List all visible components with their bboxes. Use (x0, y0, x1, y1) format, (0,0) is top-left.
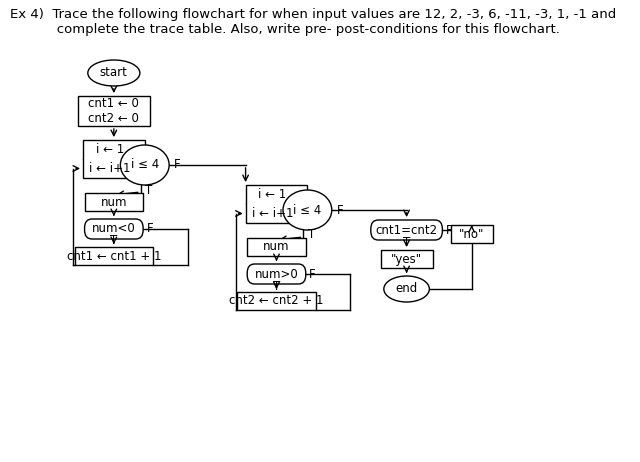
Text: cnt1 ← cnt1 + 1: cnt1 ← cnt1 + 1 (67, 249, 161, 262)
Text: "yes": "yes" (391, 253, 422, 266)
Text: F: F (445, 224, 452, 237)
Text: F: F (337, 203, 343, 217)
FancyBboxPatch shape (84, 193, 143, 211)
Text: i ≤ 4: i ≤ 4 (131, 158, 159, 171)
Text: num>0: num>0 (255, 267, 298, 280)
FancyBboxPatch shape (451, 225, 493, 243)
FancyBboxPatch shape (75, 247, 153, 265)
Text: start: start (100, 67, 128, 79)
FancyBboxPatch shape (83, 140, 145, 178)
Ellipse shape (120, 145, 169, 185)
Text: i ← 1: i ← 1 (95, 143, 124, 156)
Ellipse shape (283, 190, 332, 230)
Text: T: T (403, 236, 410, 249)
Text: F: F (309, 267, 316, 280)
Text: i ← i+1: i ← i+1 (252, 207, 293, 220)
FancyBboxPatch shape (381, 250, 433, 268)
Text: num<0: num<0 (92, 223, 136, 236)
Text: T: T (145, 183, 152, 196)
Text: F: F (174, 158, 180, 171)
FancyBboxPatch shape (246, 185, 307, 223)
Text: num: num (263, 241, 290, 254)
Text: "no": "no" (459, 227, 484, 241)
Text: i ≤ 4: i ≤ 4 (293, 203, 321, 217)
FancyBboxPatch shape (84, 219, 143, 239)
Text: T: T (273, 280, 280, 292)
Text: T: T (308, 229, 315, 242)
FancyBboxPatch shape (237, 292, 316, 310)
Text: T: T (110, 235, 118, 248)
FancyBboxPatch shape (78, 96, 150, 126)
Text: complete the trace table. Also, write pre- post-conditions for this flowchart.: complete the trace table. Also, write pr… (10, 23, 559, 36)
Ellipse shape (384, 276, 429, 302)
Text: i ← i+1: i ← i+1 (89, 162, 131, 175)
FancyBboxPatch shape (247, 264, 306, 284)
Text: cnt1=cnt2: cnt1=cnt2 (376, 224, 438, 237)
Text: num: num (100, 195, 127, 208)
Text: cnt1 ← 0
cnt2 ← 0: cnt1 ← 0 cnt2 ← 0 (88, 97, 140, 125)
FancyBboxPatch shape (247, 238, 306, 256)
Text: end: end (396, 282, 418, 296)
Text: F: F (147, 223, 153, 236)
FancyBboxPatch shape (371, 220, 442, 240)
Text: Ex 4)  Trace the following flowchart for when input values are 12, 2, -3, 6, -11: Ex 4) Trace the following flowchart for … (10, 8, 616, 21)
Text: i ← 1: i ← 1 (259, 188, 287, 201)
Ellipse shape (88, 60, 140, 86)
Text: cnt2 ← cnt2 + 1: cnt2 ← cnt2 + 1 (229, 294, 324, 308)
